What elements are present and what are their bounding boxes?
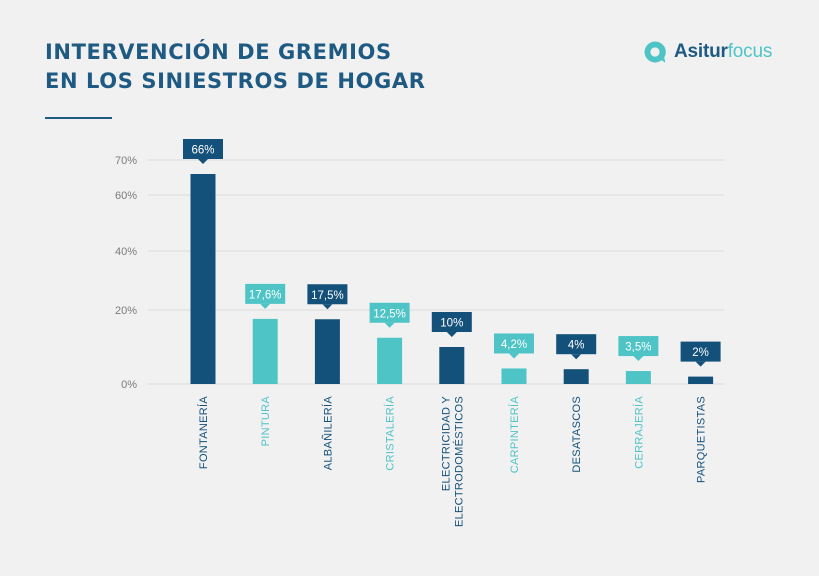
data-label: 17,5% [311,290,344,302]
logo-text-accent: focus [727,41,773,62]
chart-title-line-1: INTERVENCIÓN DE GREMIOS [45,40,392,64]
x-tick-label: ELECTRICIDAD Y [440,396,452,491]
x-tick-label: PINTURA [260,396,272,447]
y-tick-label: 60% [115,190,137,202]
x-tick-label: CARPINTERÍA [508,396,521,474]
x-tick-label: PARQUETISTAS [696,396,708,483]
data-label-pointer [260,303,271,309]
data-label-pointer [695,361,706,367]
asitur-focus-logo: Asiturfocus [643,40,772,64]
y-tick-label: 20% [115,305,137,317]
x-tick-label: DESATASCOS [571,396,583,473]
y-tick-label: 70% [115,155,137,167]
data-label: 4,2% [501,339,527,351]
data-label-box [369,302,410,323]
logo-wordmark: Asiturfocus [674,41,772,63]
logo-text-main: Asitur [674,41,728,62]
data-label: 2% [692,347,709,359]
data-label: 66% [191,145,214,157]
y-tick-label: 40% [115,246,137,258]
data-label-box [680,341,721,362]
bar [252,318,278,384]
bar [190,174,216,384]
bar [439,347,465,384]
data-label-box [183,139,223,159]
data-label: 4% [568,340,585,352]
data-label-pointer [198,159,208,164]
x-tick-label: FONTANERÍA [197,396,210,469]
data-label: 3,5% [625,342,651,354]
bar [625,371,651,384]
data-label-pointer [322,304,333,310]
data-label-box [494,333,534,354]
data-label-pointer [571,354,582,360]
bar [688,376,714,384]
data-label-pointer [446,332,457,337]
data-label-pointer [633,356,644,362]
bar [314,319,340,384]
data-label: 17,6% [249,289,282,301]
bar [501,368,527,384]
data-label-pointer [509,353,519,359]
chart-title-line-2: EN LOS SINIESTROS DE HOGAR [45,69,426,93]
data-label-box [556,334,597,355]
data-label-box [431,312,472,332]
bar [377,337,403,384]
data-label-box [618,336,659,357]
data-label-box [307,284,348,305]
data-label: 10% [440,318,463,330]
y-tick-label: 0% [121,379,137,391]
data-label: 12,5% [373,308,406,320]
x-tick-label: ALBAÑILERÍA [321,396,334,471]
data-label-pointer [384,322,395,328]
x-tick-label: ELECTRODOMÉSTICOS [452,396,465,527]
speech-bubble-q-icon [644,41,666,63]
chart-title: INTERVENCIÓN DE GREMIOS EN LOS SINIESTRO… [45,38,426,96]
x-tick-label: CERRAJERÍA [632,396,645,469]
title-underline [45,117,112,119]
data-label-box [245,283,286,304]
x-tick-label: CRISTALERÍA [384,396,397,471]
bar [563,369,589,384]
